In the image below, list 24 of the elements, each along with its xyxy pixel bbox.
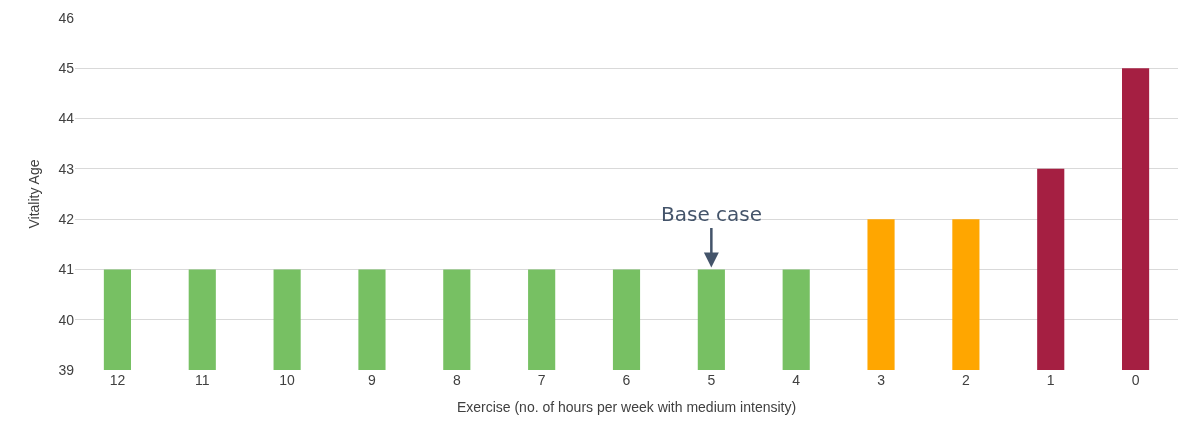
x-tick-label: 7 [537, 372, 546, 388]
x-tick-label: 10 [279, 372, 296, 388]
y-axis-title: Vitality Age [26, 159, 43, 229]
y-tick-label: 39 [58, 361, 75, 378]
y-tick-label: 44 [58, 110, 75, 127]
y-tick-label: 43 [58, 160, 75, 177]
x-tick-label: 4 [792, 372, 801, 388]
x-tick-label: 12 [109, 372, 126, 388]
x-tick-label: 8 [452, 372, 461, 388]
y-tick-label: 41 [58, 261, 75, 278]
x-tick-label: 3 [877, 372, 886, 388]
x-tick-label: 6 [622, 372, 631, 388]
x-tick-label: 1 [1046, 372, 1055, 388]
annotation: Base case [661, 202, 763, 226]
y-tick-label: 42 [58, 211, 75, 228]
y-tick-label: 46 [58, 9, 75, 26]
x-tick-label: 2 [961, 372, 970, 388]
y-tick-label: 40 [58, 311, 75, 328]
x-tick-label: 0 [1131, 372, 1140, 388]
x-tick-label: 5 [707, 372, 716, 388]
x-axis-title: Exercise (no. of hours per week with medium intensity) [456, 399, 797, 416]
y-tick-label: 45 [58, 60, 75, 77]
x-tick-label: 11 [195, 372, 210, 388]
x-tick-label: 9 [368, 372, 377, 388]
